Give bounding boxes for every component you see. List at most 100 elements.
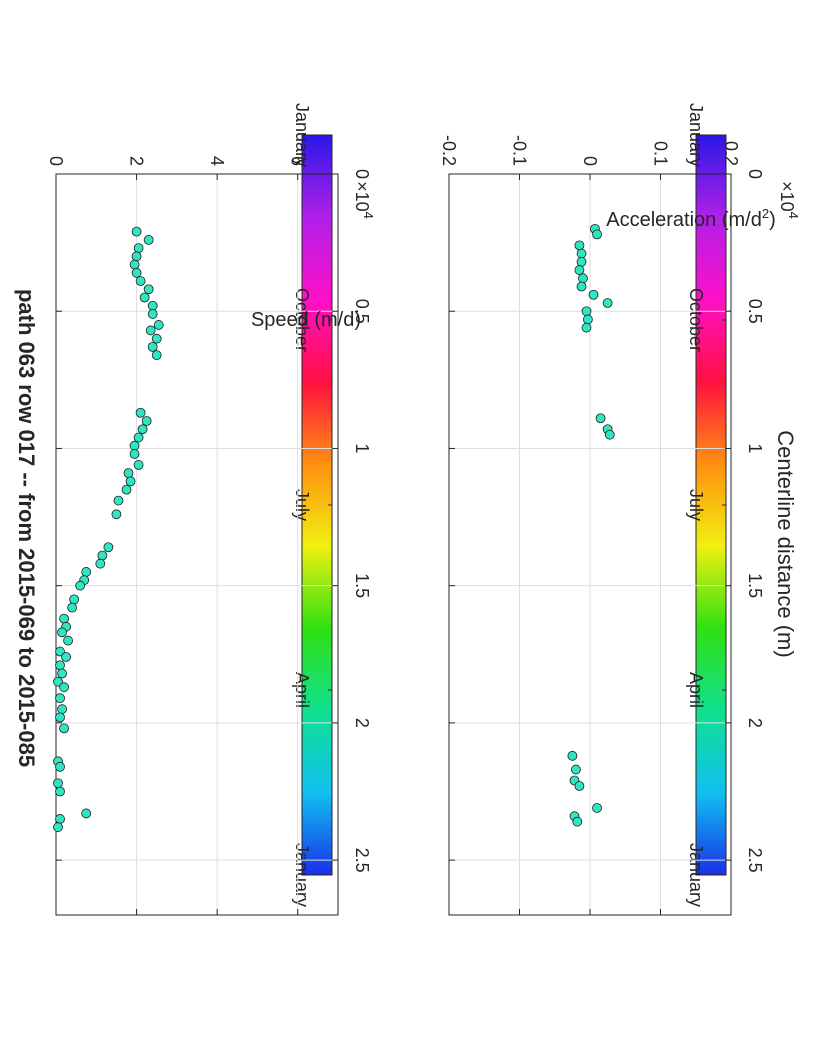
x-tick-label: 2.5 [352,848,372,873]
x-tick-label: 1.5 [352,573,372,598]
data-point [75,580,86,591]
data-point [131,251,142,262]
data-point [59,723,69,734]
data-point [131,267,142,278]
data-point [145,325,156,336]
y-tick-label: -0.2 [439,135,459,166]
data-point [582,314,593,325]
x-tick-label: 0.5 [745,299,765,324]
data-point [111,509,122,520]
data-point [97,550,108,561]
x-tick-label: 0 [745,169,765,179]
x-tick-label: 2 [352,718,372,728]
data-point [576,256,587,267]
data-point [53,822,63,833]
data-point [604,429,615,440]
data-point [55,814,65,824]
data-point [55,712,65,723]
colorbar-label: July [686,489,706,521]
speed-x-exponent: ×104 [352,181,376,219]
data-point [55,761,65,772]
data-point [63,635,73,646]
y-tick-label: 0.2 [721,141,741,166]
y-tick-label: 6 [288,156,308,166]
data-point [129,449,140,459]
acceleration-y-axis-label: Acceleration (m/d2) [606,206,776,231]
acceleration-points [567,223,615,827]
data-point [578,273,588,284]
data-point [53,676,63,687]
data-point [59,682,69,693]
data-point [131,226,142,237]
data-point [129,259,140,270]
y-tick-label: 2 [127,156,147,166]
data-point [113,495,124,506]
speed-y-axis-label: Speed (m/d) [251,309,361,331]
data-point [123,468,134,479]
speed-points [53,226,164,833]
figure-title: path 063 row 017 -- from 2015-069 to 201… [14,289,39,767]
data-point [53,778,63,789]
y-tick-label: 4 [207,156,227,166]
colorbar-labels: January October July April January [686,103,726,907]
colorbar-label: January [686,843,706,907]
data-point [143,284,154,295]
data-point [69,594,80,605]
data-point [55,786,65,797]
colorbar-label: July [292,489,312,521]
colorbar-label: October [292,288,312,352]
data-point [581,322,592,333]
data-point [103,542,114,553]
data-point [135,407,146,418]
data-point [147,309,158,319]
data-point [147,341,158,352]
data-point [55,693,65,704]
colorbar-label: January [292,103,312,167]
data-point [129,440,140,451]
x-tick-label: 0.5 [352,299,372,324]
data-point [57,704,67,715]
x-axis-label: Centerline distance (m) [773,430,798,657]
x-tick-label: 1.5 [745,573,765,598]
colorbar-label: April [686,672,706,708]
data-point [595,413,606,424]
colorbar-label: January [292,843,312,907]
speed-axes-box [55,173,339,916]
x-tick-label: 1 [745,443,765,453]
data-point [576,248,587,259]
data-point [133,243,144,254]
data-point [574,240,585,251]
colorbar-label: January [686,103,706,167]
data-point [147,300,158,311]
data-point [153,320,164,330]
acceleration-x-exponent: ×104 [777,181,801,219]
data-point [592,803,602,813]
acceleration-panel: January October July April January 0 0.5 1 1.5 2… [439,103,801,916]
data-point [572,816,583,827]
data-point [55,646,65,657]
data-point [57,627,67,638]
x-tick-label: 2 [745,718,765,728]
colorbar-label: October [686,288,706,352]
data-point [592,229,602,240]
y-tick-label: 0 [46,156,66,166]
data-point [81,808,92,819]
speed-ticks: 0 0.5 1 1.5 2 2.5 0 2 4 6 [46,156,372,915]
x-tick-label: 0 [352,169,372,179]
data-point [55,660,65,671]
data-point [139,292,150,303]
data-point [151,333,162,344]
data-point [135,276,146,286]
data-point [602,298,613,308]
data-point [133,460,144,470]
data-point [95,558,106,569]
data-point [570,764,581,775]
data-point [137,424,148,435]
data-point [143,234,154,245]
data-point [588,289,599,300]
data-point [59,613,69,624]
speed-panel: January October July April January 0 0.5 1 1.5 2… [46,103,376,916]
data-point [67,602,78,613]
